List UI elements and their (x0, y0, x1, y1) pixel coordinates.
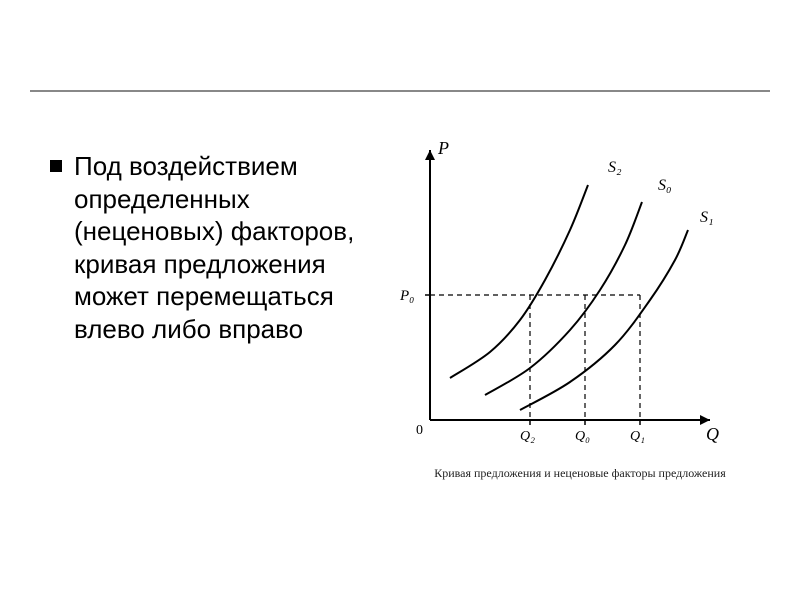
supply-curve-chart: P Q 0 P₀ Q₂ Q₀ Q₁ S₂ S₀ S₁ (360, 130, 740, 460)
svg-text:S₀: S₀ (658, 177, 672, 194)
chart-caption: Кривая предложения и неценовые факторы п… (360, 466, 800, 481)
divider (30, 90, 770, 92)
bullet-item: Под воздействием определенных (неценовых… (50, 150, 360, 345)
content-row: Под воздействием определенных (неценовых… (0, 120, 800, 481)
text-block: Под воздействием определенных (неценовых… (0, 120, 360, 481)
svg-text:Q₁: Q₁ (630, 429, 645, 444)
svg-text:0: 0 (416, 423, 423, 438)
chart-block: P Q 0 P₀ Q₂ Q₀ Q₁ S₂ S₀ S₁ Кривая предложения и н… (360, 120, 800, 481)
svg-text:P: P (437, 138, 449, 158)
svg-text:S₂: S₂ (608, 159, 622, 176)
svg-text:P₀: P₀ (399, 288, 414, 304)
svg-text:S₁: S₁ (700, 209, 714, 226)
body-text: Под воздействием определенных (неценовых… (74, 150, 360, 345)
svg-text:Q₂: Q₂ (520, 429, 535, 444)
bullet-icon (50, 160, 62, 172)
svg-text:Q: Q (706, 424, 719, 444)
svg-text:Q₀: Q₀ (575, 429, 590, 444)
